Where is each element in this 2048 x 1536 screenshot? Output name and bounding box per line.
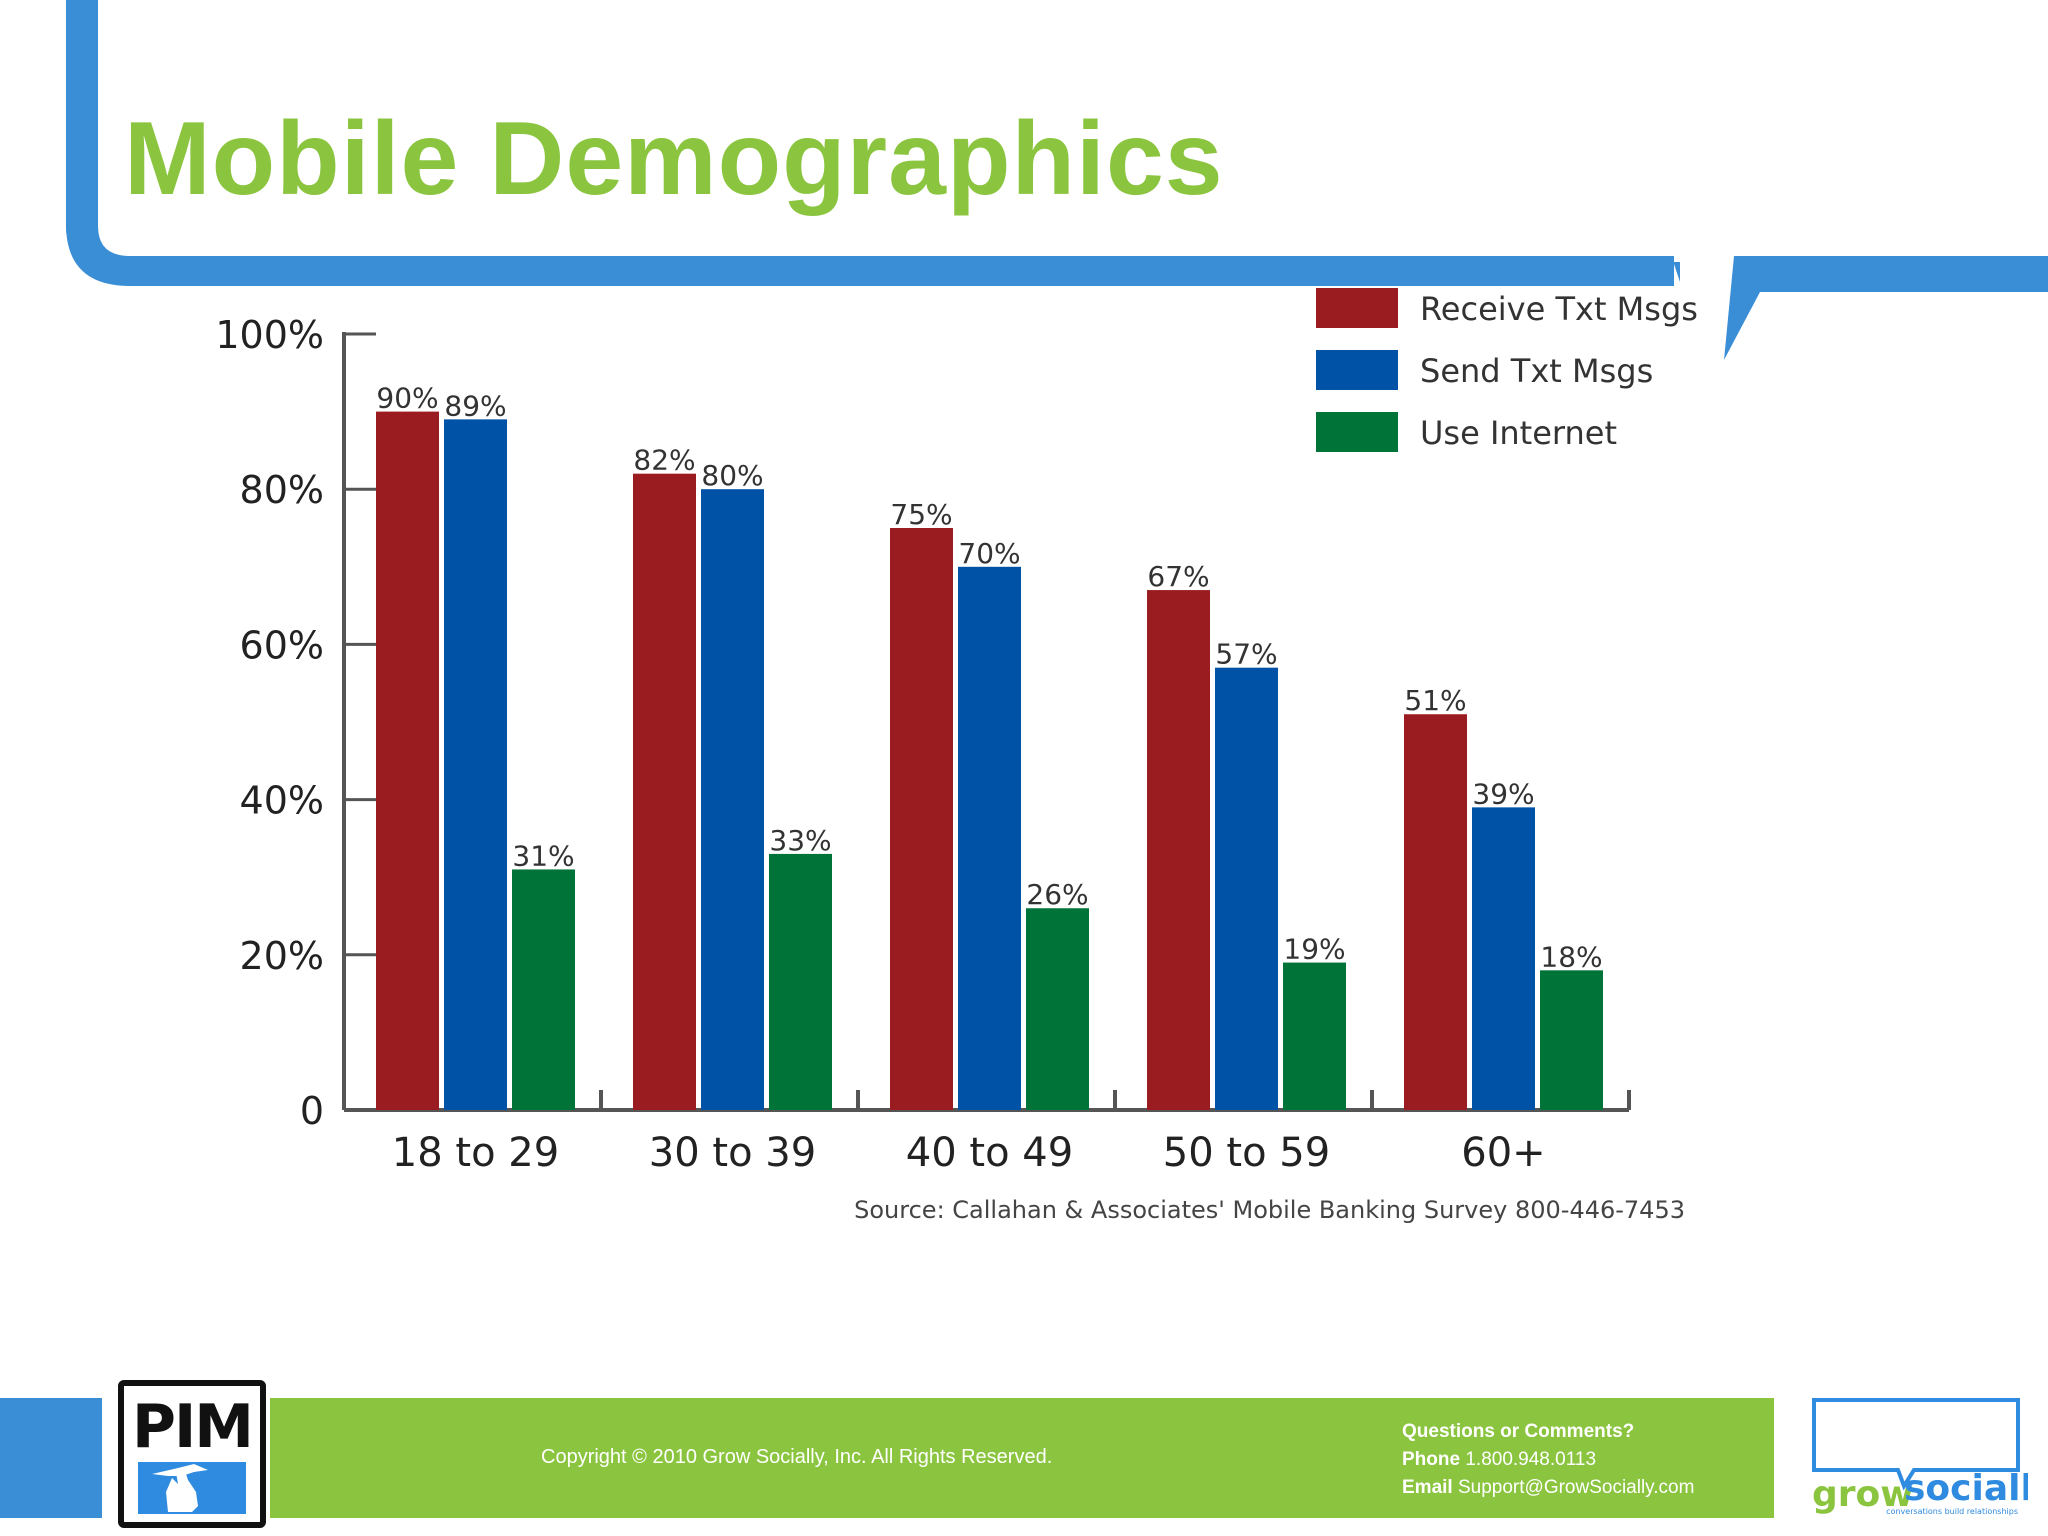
bar — [958, 566, 1021, 1110]
bar — [1147, 590, 1210, 1110]
y-tick-label: 80% — [240, 468, 324, 512]
y-tick-label: 60% — [240, 623, 324, 667]
y-axis: 0 20% 40% 60% 80% 100% — [215, 313, 376, 1133]
x-category-label: 40 to 49 — [906, 1130, 1073, 1176]
x-category-label: 30 to 39 — [649, 1130, 816, 1176]
phone-label: Phone — [1402, 1449, 1461, 1470]
logo-tagline: conversations build relationships — [1886, 1507, 2018, 1516]
legend-swatch — [1316, 350, 1398, 390]
bar-value-label: 18% — [1540, 940, 1602, 973]
email-label: Email — [1402, 1477, 1453, 1498]
bar — [1540, 970, 1603, 1110]
bar-value-label: 51% — [1404, 684, 1466, 717]
bar-value-label: 39% — [1472, 777, 1534, 810]
frame-right-hook — [1724, 256, 2048, 360]
bar-value-label: 19% — [1283, 933, 1345, 966]
pim-logo-text: PIM — [131, 1392, 254, 1462]
x-category-label: 50 to 59 — [1163, 1130, 1330, 1176]
legend: Receive Txt Msgs Send Txt Msgs Use Interne… — [1316, 288, 1698, 452]
x-category-label: 60+ — [1461, 1130, 1545, 1176]
frame-top-band — [66, 0, 1674, 286]
logo-word-grow: grow — [1812, 1474, 1914, 1515]
grow-socially-logo: grow socially conversations build relati… — [1812, 1398, 2028, 1516]
copyright-text: Copyright © 2010 Grow Socially, Inc. All… — [541, 1446, 1053, 1468]
bar — [701, 489, 764, 1110]
bar-value-label: 33% — [769, 824, 831, 857]
bar — [633, 473, 696, 1110]
x-category-label: 18 to 29 — [392, 1130, 559, 1176]
bar-value-label: 89% — [444, 389, 506, 422]
bar — [1026, 908, 1089, 1110]
y-tick-label: 40% — [240, 779, 324, 823]
email-address[interactable]: Support@GrowSocially.com — [1457, 1477, 1695, 1498]
legend-label: Receive Txt Msgs — [1420, 290, 1698, 328]
source-note: Source: Callahan & Associates' Mobile Ba… — [854, 1196, 1685, 1224]
bar — [1472, 807, 1535, 1110]
legend-swatch — [1316, 412, 1398, 452]
footer-blue-block — [0, 1398, 102, 1518]
bar — [444, 419, 507, 1110]
bar-value-label: 70% — [958, 537, 1020, 570]
bar-value-label: 67% — [1147, 560, 1209, 593]
bar — [512, 869, 575, 1110]
bar-value-label: 82% — [633, 444, 695, 477]
bar — [1404, 714, 1467, 1110]
legend-label: Use Internet — [1420, 414, 1617, 452]
pim-logo: PIM — [118, 1380, 266, 1528]
y-tick-label: 100% — [215, 313, 324, 357]
logo-word-socially: socially — [1904, 1468, 2028, 1509]
bar-value-label: 75% — [890, 498, 952, 531]
bar-value-label: 26% — [1026, 878, 1088, 911]
bar — [376, 411, 439, 1111]
legend-swatch — [1316, 288, 1398, 328]
bar — [1215, 667, 1278, 1110]
bar-value-label: 57% — [1215, 638, 1277, 671]
footer-bar — [270, 1398, 1774, 1518]
contact-heading: Questions or Comments? — [1402, 1421, 1635, 1442]
bars: 90% 89% 31% 82% 80% 33% 75%70% 26% 67% 57% 19% 51% 3… — [376, 382, 1603, 1111]
page-title: Mobile Demographics — [124, 101, 1224, 217]
michigan-map-icon — [138, 1462, 246, 1514]
bar-value-label: 80% — [701, 459, 763, 492]
phone-number[interactable]: 1.800.948.0113 — [1465, 1449, 1597, 1470]
y-tick-label: 20% — [240, 934, 324, 978]
bar-value-label: 90% — [376, 382, 438, 415]
speech-bubble-icon — [1812, 1398, 2020, 1491]
bar-value-label: 31% — [512, 839, 574, 872]
bar — [1283, 962, 1346, 1110]
y-tick-label: 0 — [300, 1089, 324, 1133]
bar — [890, 528, 953, 1110]
legend-label: Send Txt Msgs — [1420, 352, 1653, 390]
contact-info: Questions or Comments? Phone 1.800.948.0… — [1402, 1418, 1694, 1502]
bar — [769, 853, 832, 1110]
